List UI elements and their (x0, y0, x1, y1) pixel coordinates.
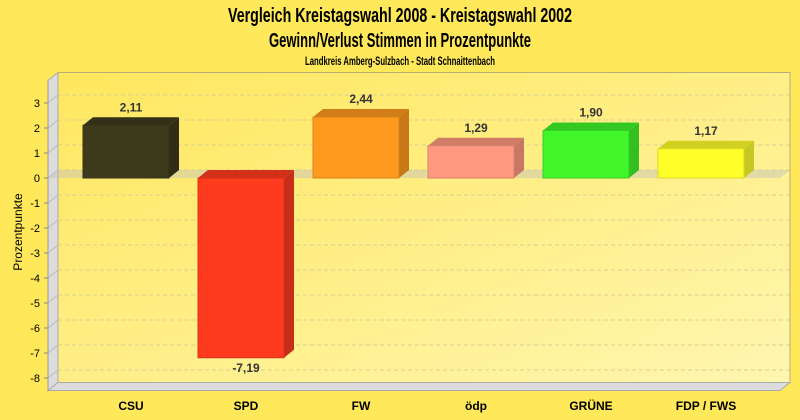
plot-left-wall (47, 71, 59, 392)
bar-side (284, 170, 294, 358)
bar-side (744, 140, 754, 178)
bar-csu (82, 124, 170, 179)
chart-title: Vergleich Kreistagswahl 2008 - Kreistags… (228, 5, 572, 27)
grid-line-side (47, 294, 59, 304)
y-tick-label: -1 (30, 198, 40, 210)
y-tick-label: -3 (30, 248, 40, 260)
y-axis-label: Prozentpunkte (11, 193, 25, 271)
plot-floor (46, 382, 792, 391)
data-label: 2,11 (120, 100, 143, 114)
x-tick-label: ödp (465, 399, 487, 413)
y-tick-label: -2 (30, 223, 40, 235)
y-tick-label: 0 (34, 173, 40, 185)
bar-side (514, 137, 524, 178)
bar-top (313, 109, 409, 117)
bar-grüne (542, 130, 630, 179)
grid-line-side (47, 94, 59, 104)
grid-line-side (47, 344, 59, 354)
y-tick-label: -4 (30, 273, 40, 285)
data-label: 2,44 (349, 92, 373, 106)
bar-spd (197, 177, 285, 359)
grid-line-side (47, 269, 59, 279)
chart-subtitle-location: Landkreis Amberg-Sulzbach - Stadt Schnai… (305, 54, 495, 68)
bar-ödp (427, 145, 515, 179)
bar-top (543, 122, 639, 131)
y-tick-label: -6 (30, 323, 40, 335)
x-tick-label: FDP / FWS (676, 399, 736, 413)
grid-line-side (47, 369, 59, 379)
bar-side (629, 122, 639, 178)
bar-side (169, 117, 179, 178)
chart-subtitle: Gewinn/Verlust Stimmen in Prozentpunkte (269, 30, 531, 52)
y-tick-label: -7 (30, 348, 40, 360)
grid-line-side (47, 169, 59, 179)
data-label: -7,19 (232, 361, 260, 375)
grid-line-side (47, 194, 59, 204)
bar-fdp-fws (657, 148, 745, 179)
x-tick-label: FW (352, 399, 371, 413)
y-tick-label: 2 (34, 123, 40, 135)
grid-line-side (47, 219, 59, 229)
data-label: 1,17 (694, 124, 718, 138)
bar-fw (312, 116, 400, 179)
bar-side (399, 109, 409, 178)
bar-top (198, 170, 294, 178)
bar-top (428, 137, 524, 146)
x-tick-label: SPD (234, 399, 259, 413)
y-tick-label: 3 (34, 98, 40, 110)
grid-line-side (47, 319, 59, 329)
bar-top (83, 117, 179, 126)
data-label: 1,29 (464, 121, 488, 135)
y-tick-label: -5 (30, 298, 40, 310)
grid-line-side (47, 144, 59, 154)
y-tick-label: -8 (30, 373, 40, 385)
x-tick-label: GRÜNE (569, 398, 612, 413)
y-tick-label: 1 (34, 148, 40, 160)
bar-top (658, 140, 754, 149)
grid-line-side (47, 244, 59, 254)
data-label: 1,90 (579, 106, 603, 120)
x-tick-label: CSU (118, 399, 143, 413)
plot-back-wall (57, 72, 791, 383)
grid-line-side (47, 119, 59, 129)
